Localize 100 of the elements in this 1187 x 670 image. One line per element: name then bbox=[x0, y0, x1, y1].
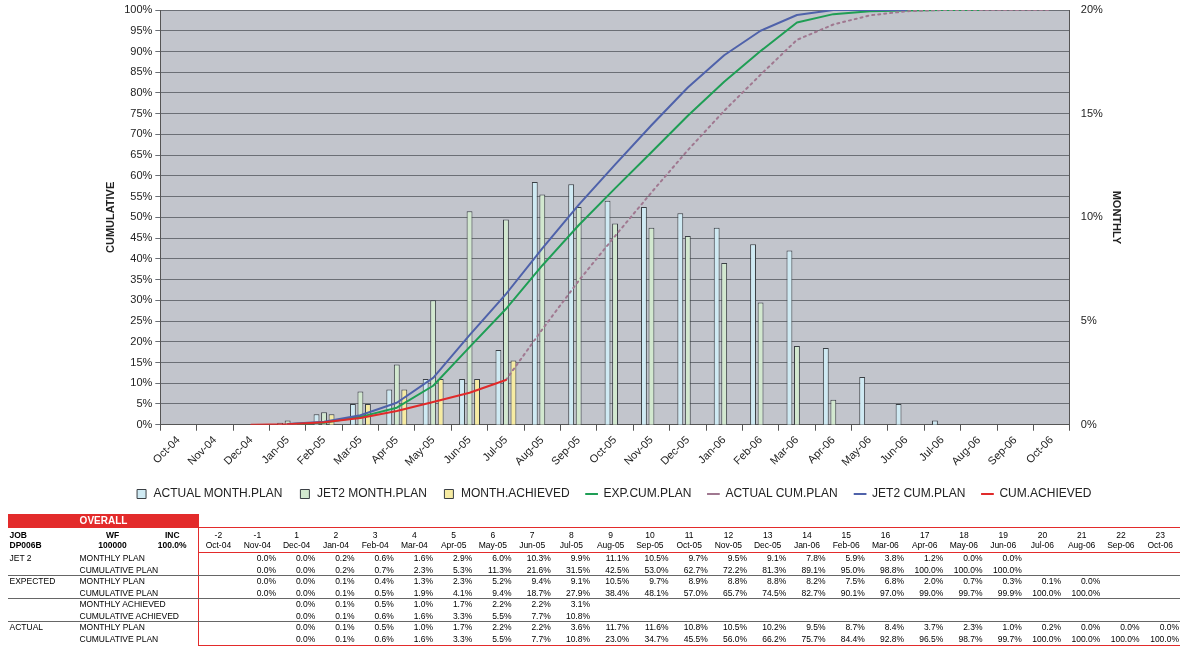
data-label: 0.1% bbox=[334, 575, 356, 587]
y2-tick-label: 10% bbox=[1080, 210, 1104, 223]
y2-tick-label: EXPECTED bbox=[8, 575, 57, 587]
data-label: 0.0% bbox=[255, 575, 277, 587]
y2-axis-title: MONTHLY bbox=[1111, 190, 1124, 245]
data-label: 0.4% bbox=[373, 575, 395, 587]
y2-tick-label: 5% bbox=[1080, 314, 1097, 327]
data-label: 2.9% bbox=[451, 552, 474, 564]
y-tick-label: 90% bbox=[130, 44, 153, 57]
data-label: 56.0% bbox=[708, 633, 749, 645]
data-label: 100.0% bbox=[952, 564, 984, 576]
legend-label: JET2 MONTH.PLAN bbox=[316, 486, 427, 501]
data-label: 97.0% bbox=[878, 587, 905, 599]
y-axis-title: CUMULATIVE bbox=[103, 181, 116, 254]
y-tick-label: CUMULATIVE PLAN bbox=[78, 564, 199, 576]
data-label: 11.1% bbox=[604, 552, 631, 564]
data-label: 0.2% bbox=[334, 564, 356, 576]
data-label: 38.4% bbox=[604, 587, 631, 599]
text: JOB bbox=[9, 529, 27, 540]
data-label: 1.3% bbox=[412, 575, 434, 587]
data-label: 8.7% bbox=[844, 621, 866, 633]
x-tick-label: 11 Oct-05 bbox=[670, 529, 708, 550]
y-tick-label: 65% bbox=[130, 148, 153, 161]
data-label: 6.0% bbox=[491, 552, 513, 564]
y-tick-label: 95% bbox=[130, 23, 153, 36]
text: INC bbox=[164, 529, 180, 540]
data-label: 10.5% bbox=[604, 575, 631, 587]
data-label: 0.0% bbox=[1079, 575, 1102, 587]
data-label: 53.0% bbox=[643, 564, 670, 576]
data-label: 0.0% bbox=[294, 621, 317, 633]
data-label: 84.4% bbox=[826, 633, 866, 645]
y-tick-label: 10% bbox=[130, 376, 153, 389]
data-label: 3.3% bbox=[451, 610, 474, 622]
data-label: 9.4% bbox=[530, 575, 552, 587]
text: OVERALL bbox=[8, 514, 199, 527]
x-tick-label: -2 Oct-04 bbox=[200, 529, 237, 550]
data-label: 21.6% bbox=[525, 564, 552, 576]
data-label: 90.1% bbox=[839, 587, 866, 599]
x-tick-label: 9 Aug-05 bbox=[592, 529, 630, 550]
data-label: 82.7% bbox=[800, 587, 827, 599]
data-label: 5.9% bbox=[844, 552, 866, 564]
data-label: 31.5% bbox=[564, 564, 591, 576]
data-label: 100.0% bbox=[1022, 633, 1063, 645]
data-label: 0.0% bbox=[294, 575, 317, 587]
data-label: 3.3% bbox=[434, 633, 474, 645]
data-label: 8.4% bbox=[883, 621, 905, 633]
x-tick-label: 7 Jun-05 bbox=[513, 529, 551, 550]
data-label: 98.7% bbox=[944, 633, 984, 645]
data-label: 81.3% bbox=[761, 564, 788, 576]
data-label: 9.5% bbox=[805, 621, 827, 633]
legend-label: MONTH.ACHIEVED bbox=[460, 486, 570, 501]
text: 100.0% bbox=[157, 539, 187, 550]
data-label: 2.2% bbox=[530, 598, 552, 610]
x-tick-label: 21 Aug-06 bbox=[1063, 529, 1101, 550]
x-tick-label: 20 Jul-06 bbox=[1023, 529, 1062, 550]
x-tick-label: 22 Sep-06 bbox=[1102, 529, 1140, 550]
data-label: 92.8% bbox=[865, 633, 906, 645]
legend-label: EXP.CUM.PLAN bbox=[603, 486, 692, 501]
data-label: 3.7% bbox=[922, 621, 945, 633]
data-label: 2.2% bbox=[491, 621, 513, 633]
data-label: 0.0% bbox=[255, 564, 277, 576]
data-label: 0.1% bbox=[316, 633, 356, 645]
data-label: 9.7% bbox=[648, 575, 670, 587]
data-label: 0.0% bbox=[255, 587, 277, 599]
y2-tick-label: ACTUAL bbox=[8, 621, 45, 633]
y-tick-label: MONTHLY PLAN bbox=[78, 575, 199, 587]
data-label: 100.0% bbox=[1062, 633, 1102, 645]
data-label: 0.7% bbox=[373, 564, 395, 576]
text: WF bbox=[105, 529, 120, 540]
data-label: 2.2% bbox=[491, 598, 513, 610]
y-tick-label: 20% bbox=[130, 334, 153, 347]
data-label: 0.6% bbox=[373, 610, 395, 622]
x-tick-label: 12 Nov-05 bbox=[709, 529, 748, 550]
data-label: 7.5% bbox=[844, 575, 866, 587]
data-label: 0.2% bbox=[1040, 621, 1062, 633]
data-label: 0.0% bbox=[1079, 621, 1102, 633]
data-label: 0.3% bbox=[1001, 575, 1023, 587]
data-label: 8.8% bbox=[765, 575, 788, 587]
data-label: 65.7% bbox=[721, 587, 748, 599]
x-tick-label: 17 Apr-06 bbox=[906, 529, 944, 550]
data-label: 5.2% bbox=[491, 575, 513, 587]
data-label: 75.7% bbox=[787, 633, 827, 645]
y-tick-label: CUMULATIVE PLAN bbox=[78, 587, 199, 599]
data-label: 2.0% bbox=[922, 575, 945, 587]
data-label: 99.7% bbox=[983, 633, 1023, 645]
data-label: 0.0% bbox=[255, 552, 277, 564]
y2-tick-label: JET 2 bbox=[8, 552, 33, 564]
data-label: 10.8% bbox=[551, 633, 592, 645]
data-label: 100.0% bbox=[1101, 633, 1141, 645]
y2-tick-label: 20% bbox=[1080, 3, 1104, 16]
data-label: 11.7% bbox=[604, 621, 631, 633]
data-label: 0.0% bbox=[1119, 621, 1141, 633]
y-tick-label: 80% bbox=[130, 85, 153, 98]
data-label: 10.5% bbox=[643, 552, 670, 564]
data-label: 0.5% bbox=[373, 621, 395, 633]
data-label: 18.7% bbox=[525, 587, 552, 599]
data-label: 95.0% bbox=[839, 564, 866, 576]
x-tick-label: 18 May-06 bbox=[945, 529, 983, 550]
data-label: 42.5% bbox=[604, 564, 631, 576]
data-label: 100.0% bbox=[1070, 587, 1102, 599]
